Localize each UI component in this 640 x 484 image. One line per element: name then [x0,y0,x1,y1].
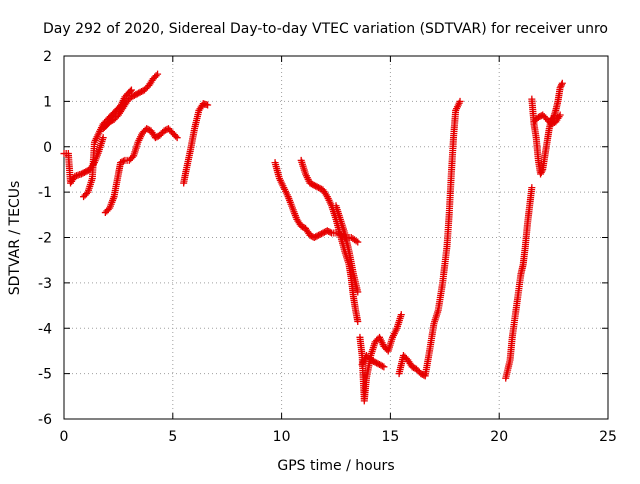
series-arc5 [180,100,212,187]
data-point [538,167,546,175]
data-point [352,237,360,245]
series-arc11 [395,97,464,380]
chart-title: Day 292 of 2020, Sidereal Day-to-day VTE… [43,21,608,37]
series-arc4 [101,125,181,217]
y-tick-label: -1 [38,185,52,201]
x-tick-label: 20 [490,429,508,445]
x-tick-label: 25 [599,429,617,445]
y-tick-label: -2 [38,231,52,247]
series-arc10 [358,351,388,371]
data-point [119,157,127,165]
y-tick-label: -3 [38,276,52,292]
x-tick-label: 15 [381,429,399,445]
data-point [557,82,565,90]
data-point [126,87,134,95]
axis-layer: 0 5 10 15 20 25 -6 -5 -4 -3 -2 -1 0 1 2 [38,49,617,445]
data-point [528,184,536,192]
data-point [152,72,160,80]
data-point [537,170,545,178]
data-point [556,111,564,119]
y-tick-label: 1 [43,94,52,110]
series-arc14 [530,111,564,128]
data-point [380,363,388,371]
points-layer [60,70,566,405]
x-tick-label: 5 [168,429,177,445]
data-point [154,70,162,78]
series-arc3 [99,70,162,133]
data-point [556,84,564,92]
series-arc7 [297,156,362,325]
data-point [173,134,181,142]
data-point [558,81,566,89]
x-tick-label: 10 [273,429,291,445]
y-tick-label: -4 [38,321,52,337]
y-tick-label: 2 [43,49,52,65]
data-point [172,132,180,140]
data-point [378,362,386,370]
data-point [127,86,135,94]
data-point [204,101,212,109]
data-point [99,134,107,142]
x-axis-label: GPS time / hours [277,458,394,474]
data-point [456,97,464,105]
data-point [354,288,362,296]
data-point [354,317,362,325]
grid-layer [64,56,608,419]
y-tick-label: 0 [43,140,52,156]
data-point [354,238,362,246]
y-tick-label: -6 [38,412,52,428]
data-point [558,79,566,87]
series-arc1 [60,134,107,187]
series-arc12 [502,184,536,382]
series-arc13 [528,79,566,178]
data-point [397,311,405,319]
x-tick-label: 0 [60,429,69,445]
data-point [326,228,334,236]
y-axis-label: SDTVAR / TECUs [7,181,23,296]
y-tick-label: -5 [38,367,52,383]
series-arc8 [332,202,362,296]
data-point [537,168,545,176]
